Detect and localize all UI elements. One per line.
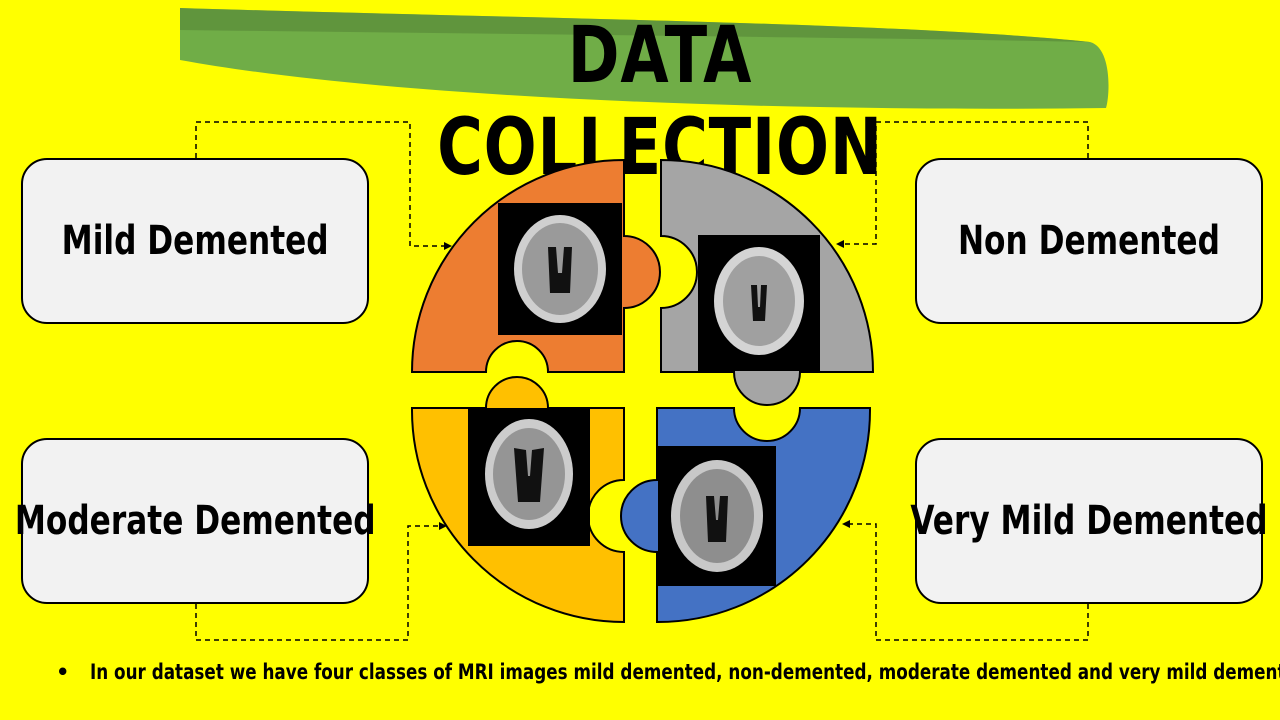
bullet-icon: • — [56, 660, 70, 684]
mri-image-mild — [498, 203, 622, 335]
arrow-head-non — [836, 240, 844, 248]
arrow-head-mild — [444, 242, 452, 250]
class-label-mild: Mild Demented — [61, 218, 329, 264]
footer-text: In our dataset we have four classes of M… — [90, 660, 1280, 684]
title-banner — [180, 8, 1109, 109]
connector-very-mild — [850, 523, 1089, 641]
class-label-non: Non Demented — [958, 218, 1220, 264]
mri-image-very-mild — [658, 446, 776, 586]
class-box-very-mild-demented: Very Mild Demented — [910, 438, 1268, 604]
class-box-mild-demented: Mild Demented — [21, 158, 369, 324]
class-label-very-mild: Very Mild Demented — [910, 498, 1268, 544]
mri-image-moderate — [468, 408, 590, 546]
class-box-non-demented: Non Demented — [915, 158, 1263, 324]
arrow-head-very-mild — [842, 520, 850, 528]
mri-image-non — [698, 235, 820, 371]
arrow-head-moderate — [439, 522, 447, 530]
connector-non — [845, 121, 1089, 245]
footer-note: • In our dataset we have four classes of… — [52, 660, 1280, 690]
page-title: DATA COLLECTION — [437, 11, 883, 193]
connector-moderate — [195, 525, 440, 641]
class-box-moderate-demented: Moderate Demented — [15, 438, 375, 604]
class-label-moderate: Moderate Demented — [14, 498, 376, 544]
